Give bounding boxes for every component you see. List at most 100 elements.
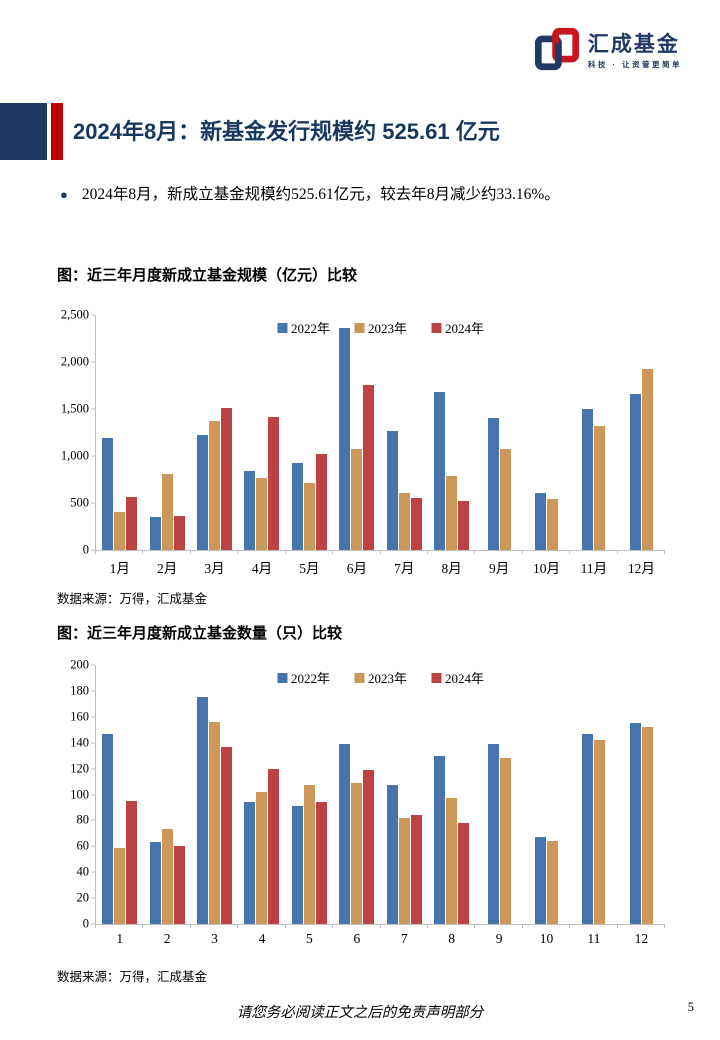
y-axis-tick-mark (91, 664, 95, 666)
x-axis-tick-label: 12 (634, 931, 649, 946)
legend-label: 2022年 (290, 321, 330, 336)
legend-label: 2024年 (445, 671, 485, 686)
chart-scale-title: 图：近三年月度新成立基金规模（亿元）比较 (57, 268, 358, 284)
y-axis-tick-mark (91, 923, 95, 925)
legend-item: 2022年 (276, 668, 330, 687)
bar (256, 478, 268, 550)
x-axis-tick-mark (333, 550, 381, 554)
x-axis-tick-label: 7 (400, 931, 408, 946)
bar (535, 493, 546, 550)
bar (197, 697, 209, 924)
legend-item: 2024年 (431, 318, 484, 337)
x-axis-tick-label: 5 (306, 931, 313, 946)
x-axis-tick-mark (238, 550, 286, 554)
y-axis-tick-mark (91, 716, 95, 718)
x-axis-tick-mark (191, 924, 239, 928)
company-name: 汇成基金 (587, 32, 680, 56)
title-bar: 2024年8月：新基金发行规模约 525.61 亿元 (0, 103, 720, 160)
bar (594, 426, 606, 550)
title-accent-square (0, 103, 47, 160)
bar (244, 802, 256, 924)
bar (149, 517, 161, 550)
bar (398, 493, 410, 550)
bar (268, 417, 280, 550)
bar-group (475, 315, 522, 550)
bar (410, 815, 422, 924)
y-axis-tick-label: 0 (82, 916, 89, 931)
title-accent-redbar (51, 103, 63, 160)
bar (291, 463, 303, 550)
legend-swatch-icon (276, 672, 287, 683)
bar-group (618, 315, 665, 550)
x-axis-tick-label: 7月 (394, 561, 415, 576)
y-axis-tick-mark (91, 549, 95, 551)
chart-scale-legend: 2022年 2023年 2024年 (276, 318, 484, 337)
x-axis-tick-mark (143, 550, 191, 554)
x-axis-tick-mark (428, 550, 476, 554)
chart-scale-plot-area: 2022年 2023年 2024年 1月 2月 3月 4月 5月 6月 7月 8月 9月 10月 11月… (61, 308, 666, 576)
bar (458, 823, 470, 924)
bar (434, 755, 446, 924)
bar (303, 483, 315, 550)
summary-text: 2024年8月，新成立基金规模约525.61亿元，较去年8月减少约33.16%。 (81, 186, 560, 203)
x-axis-tick-label: 12月 (627, 561, 655, 576)
x-axis-tick-label: 3月 (204, 561, 225, 576)
y-axis-tick-label: 80 (76, 812, 90, 827)
x-axis-tick-mark (570, 550, 618, 554)
bar (209, 420, 221, 550)
legend-item: 2023年 (353, 318, 407, 337)
bar (291, 806, 303, 924)
bar (114, 511, 126, 550)
y-axis-tick-mark (91, 690, 95, 692)
x-axis-tick-mark (286, 924, 334, 928)
bar (641, 368, 653, 550)
x-axis-tick-label: 4 (258, 931, 266, 946)
bar (268, 768, 280, 924)
y-axis-tick-mark (91, 408, 95, 410)
bar (221, 746, 233, 924)
chart-monthly-fund-scale: 2022年 2023年 2024年 1月 2月 3月 4月 5月 6月 7月 8月 9月 10月 11月… (57, 300, 669, 580)
bar (244, 470, 256, 550)
bar-group (191, 315, 238, 550)
x-axis-tick-mark (523, 550, 571, 554)
bar (386, 430, 398, 550)
x-axis-tick-label: 2月 (157, 561, 178, 576)
bar (114, 847, 126, 924)
x-axis-tick-label: 8 (448, 931, 456, 946)
x-axis-tick-label: 1月 (109, 561, 130, 576)
bar (126, 496, 138, 550)
x-axis-tick-mark (286, 550, 334, 554)
x-axis-tick-label: 11月 (580, 561, 608, 576)
y-axis-tick-mark (91, 742, 95, 744)
bar (641, 727, 653, 924)
y-axis-tick-label: 500 (70, 495, 89, 510)
y-axis-tick-label: 200 (70, 657, 89, 672)
chart-count-x-labels: 1 2 3 4 5 6 7 8 9 10 11 12 (96, 931, 665, 947)
y-axis-tick-mark (91, 794, 95, 795)
legend-swatch-icon (431, 322, 442, 333)
y-axis-tick-label: 20 (76, 890, 90, 905)
bar (629, 394, 641, 550)
x-axis-tick-label: 6 (353, 931, 361, 946)
x-axis-tick-label: 6月 (346, 561, 367, 576)
bar (339, 744, 351, 924)
y-axis-tick-label: 60 (76, 838, 90, 853)
bar (161, 474, 173, 550)
x-axis-tick-mark (428, 924, 476, 928)
bar (446, 476, 458, 550)
bar (582, 733, 594, 924)
bar-group (238, 315, 285, 550)
bar (386, 785, 398, 924)
chart-monthly-fund-count: 2022年 2023年 2024年 1 2 3 4 5 6 7 8 9 10 11 12 0 20 40 60 8… (57, 648, 669, 948)
bar (458, 500, 470, 550)
y-axis-tick-mark (91, 819, 95, 821)
legend-item: 2023年 (353, 668, 407, 687)
x-axis-tick-label: 3 (211, 931, 218, 946)
bar (446, 798, 458, 924)
x-axis-tick-label: 2 (163, 931, 171, 946)
x-axis-tick-mark (381, 550, 428, 554)
bar (487, 744, 499, 924)
company-logo-text: 汇成基金 科技 · 让资管更简单 (588, 33, 682, 70)
y-axis-tick-mark (91, 314, 95, 316)
bar (535, 837, 546, 924)
